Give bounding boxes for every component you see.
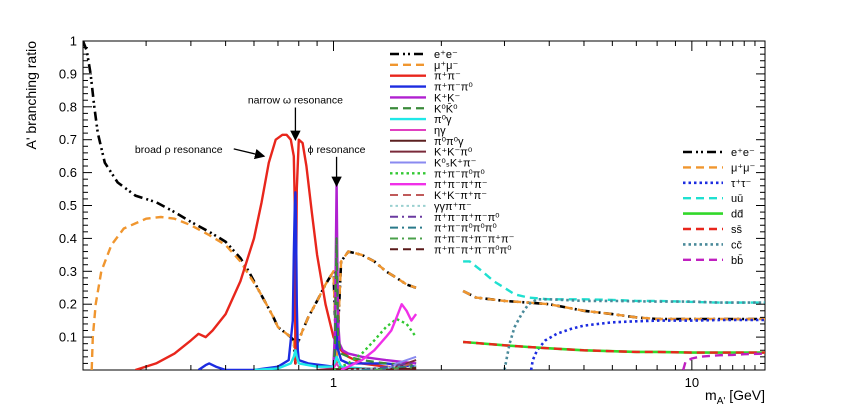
series-line-high-bb xyxy=(682,352,765,370)
series-line-low-series xyxy=(135,133,417,370)
legend-label-high-ee: e⁺e⁻ xyxy=(731,147,755,159)
legend-label-low-ee: e⁺e⁻ xyxy=(434,49,458,61)
legend-label-low-series: π⁺π⁻ xyxy=(434,71,461,83)
series-line-low-series xyxy=(90,215,417,370)
legend-label-low-kk: K⁺K⁻π⁺π⁻ xyxy=(434,190,487,202)
series-line-low-series xyxy=(340,303,418,370)
legend-label-low-0: π⁰γ xyxy=(434,114,452,126)
series-line-low-0 xyxy=(197,191,417,370)
x-tick-label: 10 xyxy=(685,375,699,390)
series-line-low-series xyxy=(348,365,417,370)
curves-layer xyxy=(83,41,765,370)
legend-label-low-0: π⁺π⁻π⁺π⁻π⁰ xyxy=(434,212,500,224)
series-line-low-k0k0 xyxy=(332,237,417,370)
frame-ticks-layer: 0.1 0.2 0.3 0.4 0.5 0.6 0.7 0.8 0.9 1 1 10 xyxy=(59,34,766,390)
legend-label-low-series: γγπ⁺π⁻ xyxy=(434,201,472,213)
legend-label-high-bb: bb̄ xyxy=(731,254,743,267)
y-tick-label: 0.5 xyxy=(59,198,77,213)
legend-label-low-00: π⁺π⁻π⁺π⁻π⁰π⁰ xyxy=(434,244,512,256)
y-tick-label: 0.6 xyxy=(59,165,77,180)
y-tick-label: 0.7 xyxy=(59,132,77,147)
legend-label-high-series: τ⁺τ⁻ xyxy=(731,178,751,190)
y-tick-label: 0.4 xyxy=(59,231,77,246)
annotation-arrow xyxy=(233,148,266,160)
series-line-high-uu xyxy=(463,260,765,304)
y-tick-label: 0.3 xyxy=(59,264,77,279)
y-tick-label: 0.8 xyxy=(59,99,77,114)
series-line-low-k0sk xyxy=(385,355,417,370)
series-line-high-ee xyxy=(462,289,765,321)
annotations-layer: narrow ω resonance broad ρ resonance ϕ res… xyxy=(135,95,366,188)
legend-label-low-series: π⁺π⁻π⁺π⁻π⁺π⁻ xyxy=(434,233,515,245)
legend-label-low-kk: K⁺K⁻ xyxy=(434,92,460,104)
x-axis-label: mA' [GeV] xyxy=(705,387,765,407)
series-line-high-series xyxy=(529,318,765,370)
legend-label-high-series: μ⁺μ⁻ xyxy=(731,162,755,174)
legend-label-high-dd: dd̄ xyxy=(731,209,743,221)
series-line-high-cc xyxy=(503,297,765,370)
y-tick-label: 1 xyxy=(70,34,77,49)
annotation-label: narrow ω resonance xyxy=(248,95,343,107)
series-line-low-series xyxy=(374,366,417,370)
legend-label-low-k0sk: K⁰ₛK⁺π⁻ xyxy=(434,158,477,170)
series-line-high-series xyxy=(462,289,765,321)
series-line-low-00 xyxy=(333,317,418,370)
x-tick-label: 1 xyxy=(330,375,337,390)
legend-label-low-000: π⁺π⁻π⁰π⁰π⁰ xyxy=(434,223,497,235)
annotation-label: ϕ resonance xyxy=(308,144,366,156)
y-tick-label: 0.9 xyxy=(59,66,77,81)
legend-label-low-kk0: K⁺K⁻π⁰ xyxy=(434,147,473,159)
legend-low-mass: e⁺e⁻μ⁺μ⁻π⁺π⁻π⁺π⁻π⁰K⁺K⁻K⁰K̄⁰π⁰γηγπ⁰π⁰γK⁺K… xyxy=(390,49,515,256)
legend-label-high-ss: ss̄ xyxy=(731,224,743,236)
series-line-high-ss xyxy=(463,340,765,354)
series-line-low-00 xyxy=(385,367,417,370)
series-line-low-0 xyxy=(253,349,397,370)
y-axis-label: A' branching ratio xyxy=(23,41,39,150)
annotation-label: broad ρ resonance xyxy=(135,144,223,156)
legend-high-mass: e⁺e⁻ μ⁺μ⁻ τ⁺τ⁻ uū dd̄ ss̄ cc̄ bb̄ xyxy=(683,147,755,267)
y-tick-label: 0.1 xyxy=(59,330,77,345)
legend-label-low-00: π⁰π⁰γ xyxy=(434,136,464,148)
legend-label-high-uu: uū xyxy=(731,193,743,205)
legend-label-low-0: π⁺π⁻π⁰ xyxy=(434,82,473,94)
legend-label-low-series: μ⁺μ⁻ xyxy=(434,60,458,72)
legend-label-low-series: ηγ xyxy=(434,125,446,137)
legend-label-low-k0k0: K⁰K̄⁰ xyxy=(434,103,458,116)
series-line-low-ee xyxy=(83,41,417,365)
legend-label-high-cc: cc̄ xyxy=(731,239,743,251)
y-tick-label: 0.2 xyxy=(59,297,77,312)
legend-label-low-series: π⁺π⁻π⁺π⁻ xyxy=(434,179,488,191)
legend-label-low-00: π⁺π⁻π⁰π⁰ xyxy=(434,168,485,180)
